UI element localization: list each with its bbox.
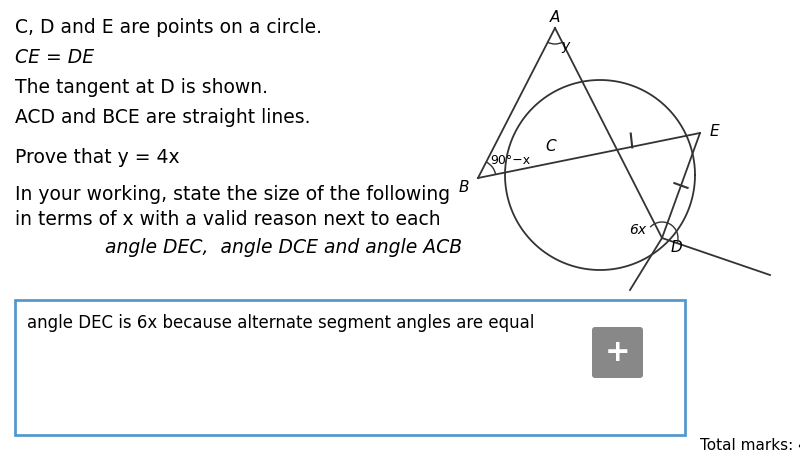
- Text: B: B: [458, 180, 470, 195]
- Text: A: A: [550, 10, 560, 25]
- FancyBboxPatch shape: [15, 300, 685, 435]
- Text: y: y: [561, 39, 569, 53]
- Text: Total marks: 4: Total marks: 4: [700, 438, 800, 453]
- Text: 6x: 6x: [630, 223, 646, 237]
- Text: ACD and BCE are straight lines.: ACD and BCE are straight lines.: [15, 108, 310, 127]
- Text: C, D and E are points on a circle.: C, D and E are points on a circle.: [15, 18, 322, 37]
- Text: Prove that y = 4x: Prove that y = 4x: [15, 148, 180, 167]
- Text: angle DEC,  angle DCE and angle ACB: angle DEC, angle DCE and angle ACB: [105, 238, 462, 257]
- Text: The tangent at D is shown.: The tangent at D is shown.: [15, 78, 268, 97]
- Text: In your working, state the size of the following: In your working, state the size of the f…: [15, 185, 450, 204]
- Text: in terms of x with a valid reason next to each: in terms of x with a valid reason next t…: [15, 210, 441, 229]
- Text: 90°−x: 90°−x: [490, 153, 530, 166]
- Text: C: C: [546, 139, 556, 153]
- Text: CE = DE: CE = DE: [15, 48, 94, 67]
- Text: D: D: [670, 240, 682, 255]
- Text: +: +: [605, 338, 630, 367]
- FancyBboxPatch shape: [592, 327, 643, 378]
- Text: angle DEC is 6x because alternate segment angles are equal: angle DEC is 6x because alternate segmen…: [27, 314, 534, 332]
- Text: E: E: [709, 124, 719, 139]
